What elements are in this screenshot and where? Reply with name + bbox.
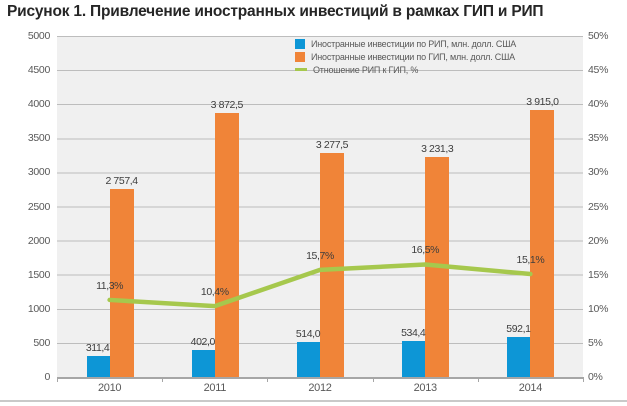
y-axis-tick-label: 1000 [27, 302, 50, 315]
legend: Иностранные инвестиции по РИП, млн. долл… [295, 38, 516, 75]
bar-label-gip-2012: 3 277,5 [315, 139, 349, 152]
x-axis-category-label: 2012 [308, 382, 332, 394]
category-column-2010: 311,4 2 757,4 11,3% [57, 36, 162, 377]
bar-rip-2012 [297, 341, 321, 377]
bar-label-rip-2011: 402,0 [190, 335, 216, 348]
bar-gip-2010 [109, 188, 134, 377]
legend-label: Отношение РИП к ГИП, % [313, 64, 419, 75]
y-axis-right-tick-label: 10% [588, 302, 609, 315]
chart-title: Рисунок 1. Привлечение иностранных инвес… [7, 3, 544, 20]
x-axis-category-label: 2011 [203, 382, 227, 394]
line-label-2011: 10,4% [200, 286, 229, 299]
legend-label: Иностранные инвестиции по РИП, млн. долл… [311, 38, 517, 49]
y-axis-tick-label: 4000 [27, 98, 50, 111]
bar-gip-2011 [214, 112, 239, 377]
y-axis-tick-label: 2500 [27, 200, 50, 213]
category-columns: 311,4 2 757,4 11,3% 402,0 3 872,5 10,4% … [57, 36, 583, 377]
y-axis-right-tick-label: 25% [588, 200, 609, 213]
y-axis-tick-label: 1500 [27, 268, 50, 281]
x-axis-tick [162, 377, 164, 382]
plot-area: 311,4 2 757,4 11,3% 402,0 3 872,5 10,4% … [57, 36, 584, 382]
x-axis-tick [477, 377, 479, 382]
legend-swatch-rip-icon [295, 38, 305, 49]
y-axis-right-tick-label: 20% [588, 234, 609, 247]
bar-rip-2013 [402, 340, 426, 377]
x-axis-category-label: 2014 [518, 382, 543, 394]
legend-swatch-gip-icon [295, 51, 305, 62]
y-axis-right-tick-label: 50% [588, 30, 609, 42]
line-label-2010: 11,3% [96, 279, 124, 292]
y-axis-tick-label: 3000 [27, 166, 50, 179]
y-axis-tick-label: 2000 [27, 234, 50, 247]
category-column-2014: 592,1 3 915,0 15,1% [478, 36, 583, 377]
bar-label-gip-2010: 2 757,4 [105, 174, 138, 187]
category-column-2011: 402,0 3 872,5 10,4% [162, 36, 267, 377]
bottom-divider [0, 400, 627, 402]
bar-rip-2010 [86, 355, 110, 377]
y-axis-tick-label: 0 [44, 371, 50, 383]
bar-rip-2011 [191, 349, 215, 377]
bar-gip-2014 [530, 110, 555, 377]
bar-label-rip-2013: 534,4 [401, 326, 426, 339]
bar-label-rip-2014: 592,1 [506, 322, 531, 335]
line-label-2012: 15,7% [306, 249, 334, 262]
y-axis-tick-label: 5000 [27, 30, 50, 42]
bar-label-gip-2011: 3 872,5 [210, 98, 244, 111]
y-axis-right-tick-label: 35% [588, 132, 609, 145]
y-axis-right-tick-label: 45% [588, 64, 609, 77]
x-axis-labels: 2010 2011 2012 2013 2014 [57, 382, 583, 394]
y-axis-tick-label: 3500 [27, 132, 50, 145]
line-label-2014: 15,1% [516, 254, 545, 267]
x-axis-tick [372, 377, 374, 382]
y-axis-right-tick-label: 0% [588, 371, 603, 383]
y-axis-right-tick-label: 30% [588, 166, 609, 179]
line-label-2013: 16,5% [411, 244, 440, 257]
category-column-2012: 514,0 3 277,5 15,7% [267, 36, 372, 377]
ratio-line [57, 36, 583, 377]
legend-item-ratio: Отношение РИП к ГИП, % [295, 64, 516, 75]
y-axis-left: 5000 4500 4000 3500 3000 2500 2000 1500 … [0, 30, 52, 383]
x-axis-tick [57, 377, 58, 382]
x-axis-tick [267, 377, 269, 382]
x-axis-category-label: 2010 [97, 382, 122, 394]
x-axis-category-label: 2013 [413, 382, 438, 394]
ratio-line-path [110, 264, 531, 306]
x-axis-tick [583, 377, 584, 382]
bar-label-gip-2013: 3 231,3 [421, 142, 454, 155]
legend-item-rip: Иностранные инвестиции по РИП, млн. долл… [295, 38, 516, 49]
bar-label-gip-2014: 3 915,0 [526, 96, 559, 108]
bar-gip-2012 [320, 153, 344, 377]
bar-rip-2014 [507, 336, 531, 377]
y-axis-right: 50% 45% 40% 35% 30% 25% 20% 15% 10% 5% 0… [588, 30, 626, 383]
legend-swatch-line-icon [295, 68, 307, 71]
legend-item-gip: Иностранные инвестиции по ГИП, млн. долл… [295, 51, 516, 62]
bar-label-rip-2010: 311,4 [85, 341, 110, 354]
y-axis-right-tick-label: 5% [588, 336, 603, 349]
y-axis-right-tick-label: 15% [588, 268, 609, 281]
bar-label-rip-2012: 514,0 [295, 327, 321, 340]
y-axis-tick-label: 500 [33, 336, 50, 349]
y-axis-right-tick-label: 40% [588, 98, 609, 111]
y-axis-tick-label: 4500 [27, 64, 50, 77]
legend-label: Иностранные инвестиции по ГИП, млн. долл… [311, 51, 515, 62]
